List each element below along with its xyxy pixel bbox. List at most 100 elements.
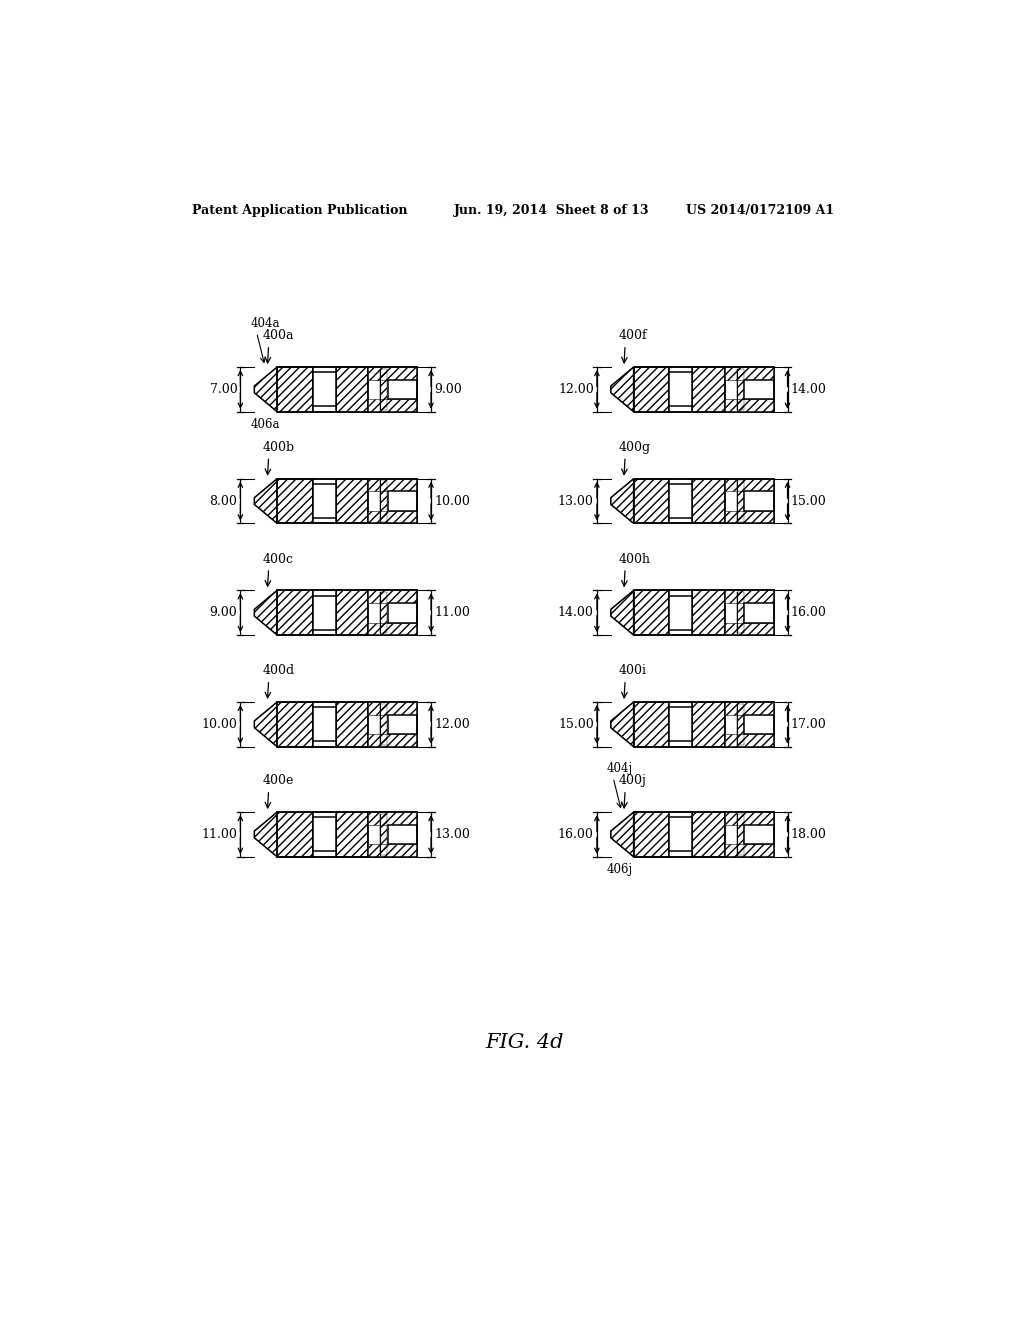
Text: 400a: 400a bbox=[262, 330, 294, 342]
Bar bbox=[369, 812, 417, 825]
Bar bbox=[692, 702, 725, 747]
Bar bbox=[725, 702, 773, 714]
Text: 7.00: 7.00 bbox=[210, 383, 238, 396]
Bar bbox=[278, 367, 313, 412]
Text: 8.00: 8.00 bbox=[209, 495, 238, 508]
Polygon shape bbox=[254, 702, 278, 747]
Bar bbox=[369, 511, 417, 524]
Text: 16.00: 16.00 bbox=[791, 606, 826, 619]
Bar bbox=[278, 702, 313, 747]
Bar bbox=[692, 479, 725, 524]
Bar bbox=[725, 590, 773, 635]
Bar bbox=[336, 367, 369, 412]
Bar bbox=[725, 734, 773, 747]
Text: 406j: 406j bbox=[607, 863, 633, 876]
Bar bbox=[725, 479, 773, 491]
Bar bbox=[336, 812, 369, 857]
Bar bbox=[278, 479, 313, 524]
Text: 400g: 400g bbox=[618, 441, 651, 454]
Text: 15.00: 15.00 bbox=[791, 495, 826, 508]
Bar bbox=[278, 812, 313, 857]
Bar bbox=[388, 714, 417, 734]
Bar bbox=[744, 380, 773, 399]
Bar bbox=[692, 590, 725, 635]
Text: 9.00: 9.00 bbox=[434, 383, 462, 396]
Bar bbox=[369, 702, 417, 714]
Bar bbox=[369, 702, 417, 747]
Text: 14.00: 14.00 bbox=[558, 606, 594, 619]
Text: 13.00: 13.00 bbox=[558, 495, 594, 508]
Polygon shape bbox=[254, 479, 278, 524]
Bar bbox=[369, 623, 417, 635]
Bar bbox=[313, 590, 336, 635]
Text: 400c: 400c bbox=[262, 553, 294, 566]
Bar bbox=[336, 702, 369, 747]
Text: 12.00: 12.00 bbox=[434, 718, 470, 731]
Bar bbox=[313, 702, 336, 747]
Bar bbox=[634, 367, 670, 412]
Bar bbox=[369, 479, 417, 524]
Bar bbox=[381, 368, 387, 411]
Bar bbox=[634, 702, 670, 747]
Bar bbox=[634, 590, 670, 635]
Bar bbox=[278, 590, 313, 635]
Bar bbox=[744, 714, 773, 734]
Bar bbox=[369, 367, 417, 412]
Bar bbox=[725, 367, 773, 380]
Bar bbox=[725, 812, 773, 825]
Bar bbox=[737, 813, 743, 855]
Bar bbox=[388, 825, 417, 845]
Bar bbox=[313, 484, 336, 517]
Bar bbox=[692, 590, 725, 635]
Text: 400j: 400j bbox=[618, 775, 647, 788]
Bar bbox=[634, 479, 670, 524]
Text: 11.00: 11.00 bbox=[202, 828, 238, 841]
Bar bbox=[737, 480, 743, 521]
Text: 17.00: 17.00 bbox=[791, 718, 826, 731]
Bar bbox=[388, 380, 417, 399]
Bar bbox=[737, 704, 743, 744]
Bar bbox=[670, 372, 692, 407]
Bar bbox=[670, 595, 692, 630]
Bar bbox=[369, 590, 417, 635]
Bar bbox=[336, 590, 369, 635]
Bar bbox=[692, 702, 725, 747]
Bar bbox=[744, 825, 773, 845]
Bar bbox=[369, 367, 417, 380]
Bar bbox=[634, 367, 670, 412]
Text: 10.00: 10.00 bbox=[202, 718, 238, 731]
Bar bbox=[670, 484, 692, 517]
Text: 15.00: 15.00 bbox=[558, 718, 594, 731]
Bar bbox=[725, 399, 773, 412]
Bar bbox=[278, 479, 313, 524]
Text: 13.00: 13.00 bbox=[434, 828, 470, 841]
Polygon shape bbox=[254, 812, 278, 857]
Bar bbox=[737, 368, 743, 411]
Bar bbox=[670, 812, 692, 857]
Text: 12.00: 12.00 bbox=[558, 383, 594, 396]
Text: 400b: 400b bbox=[262, 441, 295, 454]
Text: 404j: 404j bbox=[607, 762, 633, 775]
Bar bbox=[381, 480, 387, 521]
Text: 16.00: 16.00 bbox=[558, 828, 594, 841]
Text: Jun. 19, 2014  Sheet 8 of 13: Jun. 19, 2014 Sheet 8 of 13 bbox=[454, 205, 649, 218]
Polygon shape bbox=[254, 590, 278, 635]
Bar bbox=[634, 590, 670, 635]
Text: 18.00: 18.00 bbox=[791, 828, 826, 841]
Bar bbox=[670, 367, 692, 412]
Bar bbox=[313, 595, 336, 630]
Bar bbox=[692, 367, 725, 412]
Bar bbox=[692, 812, 725, 857]
Polygon shape bbox=[254, 367, 278, 412]
Bar bbox=[744, 603, 773, 623]
Bar bbox=[336, 367, 369, 412]
Bar bbox=[725, 367, 773, 412]
Bar bbox=[670, 708, 692, 742]
Bar bbox=[336, 479, 369, 524]
Text: FIG. 4d: FIG. 4d bbox=[485, 1032, 564, 1052]
Bar bbox=[369, 399, 417, 412]
Text: 400d: 400d bbox=[262, 664, 295, 677]
Text: 400i: 400i bbox=[618, 664, 647, 677]
Polygon shape bbox=[611, 367, 634, 412]
Bar bbox=[369, 845, 417, 857]
